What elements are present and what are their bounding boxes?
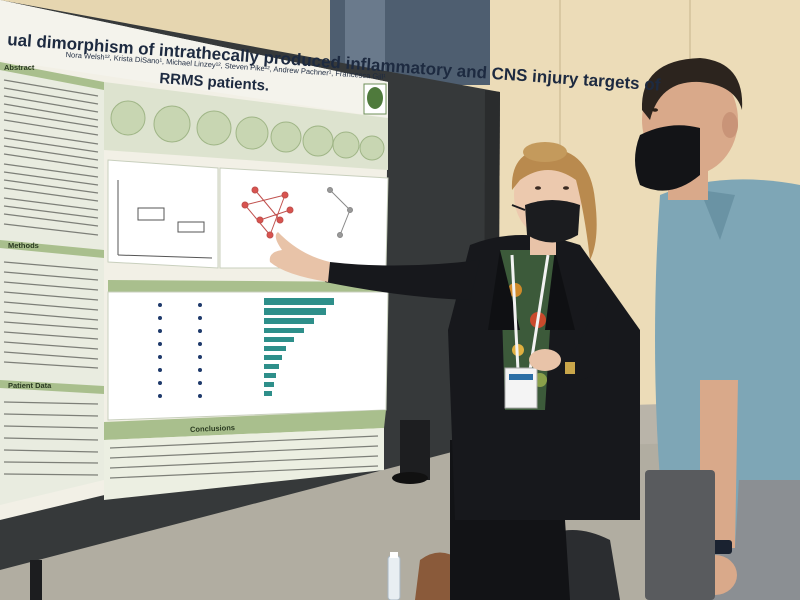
poster-figure-3 [107, 291, 389, 421]
poster-left-column [0, 62, 104, 505]
poster-circles [110, 100, 385, 161]
poster-section-patient-data: Patient Data [8, 381, 52, 390]
poster-section-methods: Methods [8, 241, 39, 250]
poster-conclusions [104, 410, 386, 440]
poster-figure-1 [107, 159, 219, 269]
poster-section-conclusions: Conclusions [189, 423, 236, 434]
poster-dotplot [158, 303, 202, 398]
poster-network [241, 186, 294, 239]
man [635, 58, 800, 600]
poster-left-text [3, 79, 99, 476]
folder [645, 470, 715, 600]
poster-figure-3-band [108, 280, 388, 292]
poster-bars [264, 298, 334, 396]
presenter [269, 142, 640, 600]
water-bottle [387, 555, 401, 600]
poster-header [0, 0, 388, 118]
poster-section-abstract: Abstract [4, 63, 35, 72]
